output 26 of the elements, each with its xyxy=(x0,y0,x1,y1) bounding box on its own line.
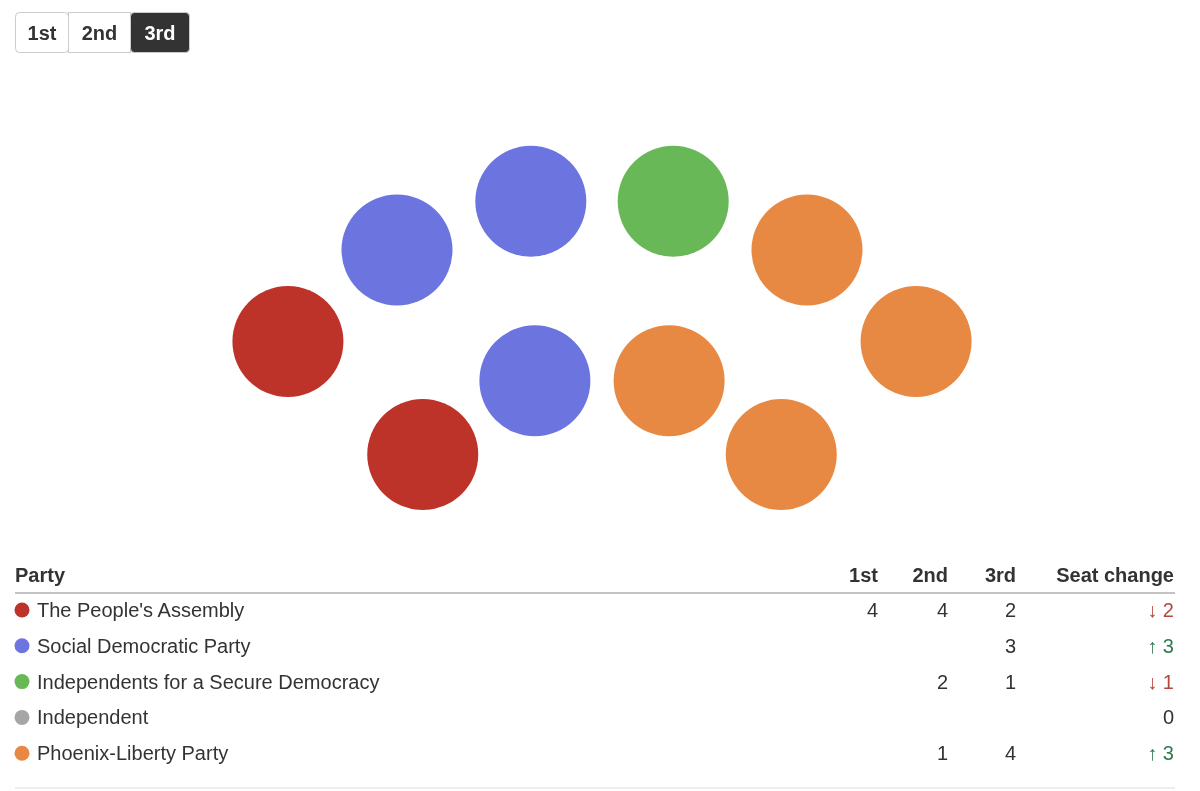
data-label: 2 xyxy=(936,670,948,693)
data-label: 3 xyxy=(1004,634,1016,657)
data-label: ↑ 3 xyxy=(1147,634,1174,657)
data-label: 1 xyxy=(936,742,948,765)
legend-label: 3rd xyxy=(144,22,176,44)
text: 1st xyxy=(27,22,57,44)
category-label: The People's Assembly xyxy=(37,599,245,621)
data-label: 2 xyxy=(1004,599,1016,621)
category-label: Independent xyxy=(37,706,149,729)
data-label: 4 xyxy=(936,599,948,621)
text: 1st xyxy=(849,564,878,586)
data-label: 1 xyxy=(1004,670,1016,693)
legend-label: 2nd xyxy=(81,22,118,44)
text: 3rd xyxy=(984,564,1016,586)
category-label: Phoenix-Liberty Party xyxy=(37,742,229,765)
legend-title: Party xyxy=(15,564,66,586)
category-label: Social Democratic Party xyxy=(37,634,251,657)
data-label: 4 xyxy=(1004,742,1016,765)
text: Seat change xyxy=(1056,564,1174,586)
text: 2nd xyxy=(912,564,948,586)
data-label: 0 xyxy=(1162,706,1174,729)
category-label: Independents for a Secure Democracy xyxy=(37,670,380,693)
data-label: 4 xyxy=(866,599,878,621)
data-label: ↓ 2 xyxy=(1147,599,1174,621)
data-label: ↓ 1 xyxy=(1147,670,1174,693)
data-label: ↑ 3 xyxy=(1147,742,1174,765)
